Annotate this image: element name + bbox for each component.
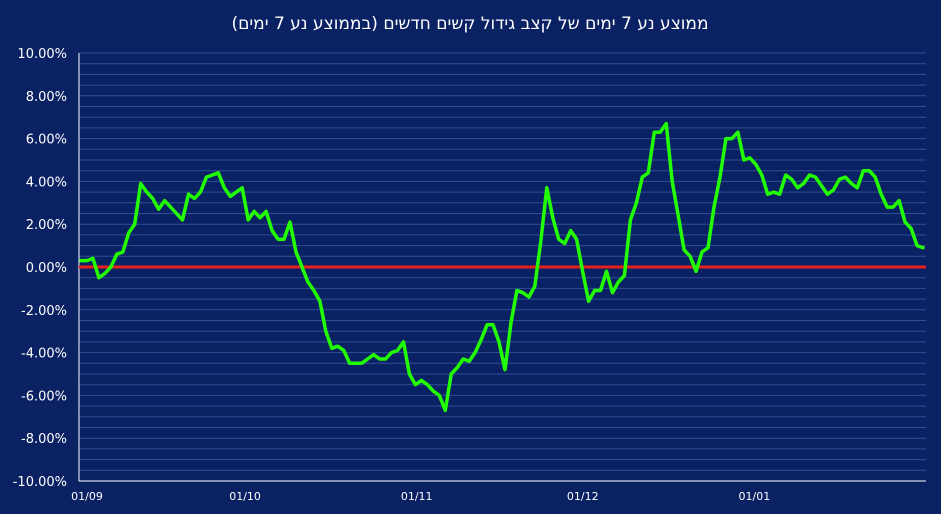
x-tick-label: 01/10 <box>229 490 261 503</box>
y-tick-label: 4.00% <box>26 175 67 190</box>
y-tick-label: 8.00% <box>26 90 67 105</box>
y-tick-label: 0.00% <box>26 261 67 276</box>
y-tick-label: 10.00% <box>17 47 67 62</box>
y-tick-label: -2.00% <box>21 304 67 319</box>
series-line <box>79 121 925 413</box>
x-tick-label: 01/01 <box>739 490 771 503</box>
chart-title: ממוצע נע 7 ימים של קצב גידול קשים חדשים … <box>231 14 708 34</box>
y-tick-label: 6.00% <box>26 133 67 148</box>
y-tick-label: -4.00% <box>21 347 67 362</box>
series-layer <box>79 121 925 413</box>
y-tick-label: -10.00% <box>13 475 67 490</box>
x-tick-label: 01/11 <box>401 490 433 503</box>
x-axis-tick-labels: 01/09 01/10 01/11 01/12 01/01 <box>71 490 770 503</box>
y-tick-label: 2.00% <box>26 218 67 233</box>
y-tick-label: -6.00% <box>21 389 67 404</box>
y-axis-tick-labels: 10.00% 8.00% 6.00% 4.00% 2.00% 0.00% -2.00% -4.… <box>13 47 67 490</box>
y-tick-label: -8.00% <box>21 432 67 447</box>
x-tick-label: 01/12 <box>567 490 599 503</box>
x-tick-label: 01/09 <box>71 490 103 503</box>
